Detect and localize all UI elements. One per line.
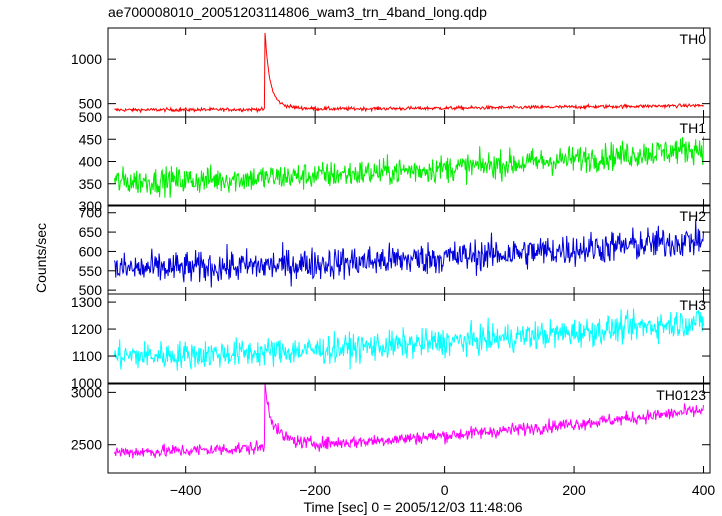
series-line-th2: [114, 219, 704, 288]
panel-label: TH2: [680, 208, 707, 224]
y-tick-label: 600: [79, 243, 103, 259]
series-line-th0: [114, 32, 704, 114]
chart-title: ae700008010_20051203114806_wam3_trn_4ban…: [108, 4, 487, 20]
y-tick-label: 2500: [71, 437, 102, 453]
panel-th0: 500 1000 TH0: [71, 27, 711, 118]
panel-label: TH1: [680, 120, 707, 136]
y-tick-label: 350: [79, 176, 103, 192]
x-tick-label: 400: [692, 482, 716, 498]
y-tick-label: 300: [79, 198, 103, 214]
y-tick-label: 1000: [71, 375, 102, 391]
y-tick-label: 400: [79, 154, 103, 170]
x-tick-label: 0: [441, 482, 449, 498]
y-tick-label: 500: [79, 282, 103, 298]
panel-th1: 300 350 400 450 500 TH1: [79, 109, 711, 214]
y-tick-label: 1000: [71, 51, 102, 67]
series-line-th3: [114, 308, 704, 371]
panel-th2: 500 550 600 650 700 TH2: [79, 204, 711, 298]
panel-frame: [107, 116, 711, 207]
panel-frame: [107, 204, 711, 295]
y-tick-label: 1200: [71, 321, 102, 337]
y-tick-label: 1300: [71, 294, 102, 310]
x-axis-label: Time [sec] 0 = 2005/12/03 11:48:06: [303, 499, 522, 515]
panel-frame: [107, 293, 711, 384]
y-tick-label: 650: [79, 224, 103, 240]
x-tick-label: 200: [562, 482, 586, 498]
panel-label: TH0: [680, 31, 707, 47]
y-tick-label: 450: [79, 131, 103, 147]
x-tick-label: −200: [299, 482, 331, 498]
panel-label: TH0123: [656, 387, 706, 403]
x-tick-label: −400: [170, 482, 202, 498]
y-tick-label: 500: [79, 96, 103, 112]
panels-layer: 500 1000 TH0 300 350 400 450 500 TH1 500 550 600 650…: [71, 27, 716, 498]
panel-frame: [107, 27, 711, 118]
y-axis-label: Counts/sec: [33, 223, 49, 293]
panel-th3: 1000 1100 1200 1300 TH3: [71, 293, 711, 391]
y-tick-label: 500: [79, 109, 103, 125]
series-line-th0123: [114, 384, 704, 459]
panel-th0123: 2500 3000 TH0123: [71, 383, 711, 474]
y-tick-label: 1100: [72, 348, 102, 364]
y-tick-label: 550: [79, 263, 103, 279]
series-line-th1: [114, 136, 704, 198]
y-tick-label: 700: [79, 205, 103, 221]
y-tick-label: 3000: [71, 384, 102, 400]
panel-frame: [107, 383, 711, 474]
panel-label: TH3: [680, 297, 707, 313]
